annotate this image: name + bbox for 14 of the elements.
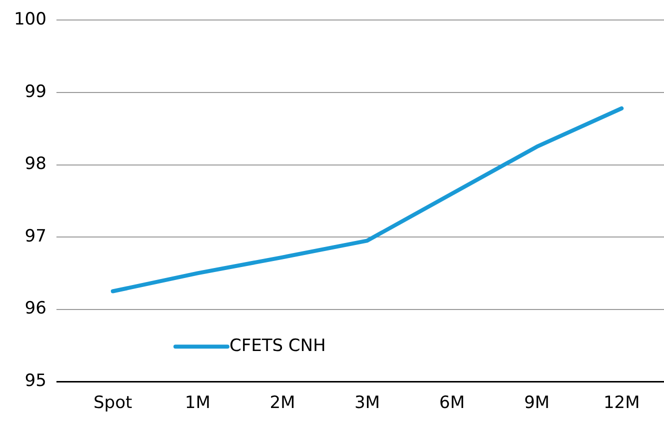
y-tick-label: 98 — [24, 154, 46, 174]
y-tick-label: 96 — [24, 298, 46, 319]
y-tick-label: 99 — [24, 82, 46, 102]
y-tick-label: 100 — [14, 10, 46, 30]
x-tick-label: 6M — [439, 393, 465, 414]
x-tick-label: 2M — [270, 393, 296, 414]
x-tick-label: Spot — [94, 393, 132, 414]
x-tick-label: 12M — [603, 393, 640, 414]
legend-label: CFETS CNH — [229, 336, 326, 356]
x-tick-label: 3M — [354, 393, 380, 414]
y-tick-label: 95 — [24, 371, 46, 392]
x-tick-label: 1M — [184, 393, 210, 414]
x-tick-label: 9M — [524, 393, 550, 414]
y-tick-label: 97 — [24, 226, 46, 246]
